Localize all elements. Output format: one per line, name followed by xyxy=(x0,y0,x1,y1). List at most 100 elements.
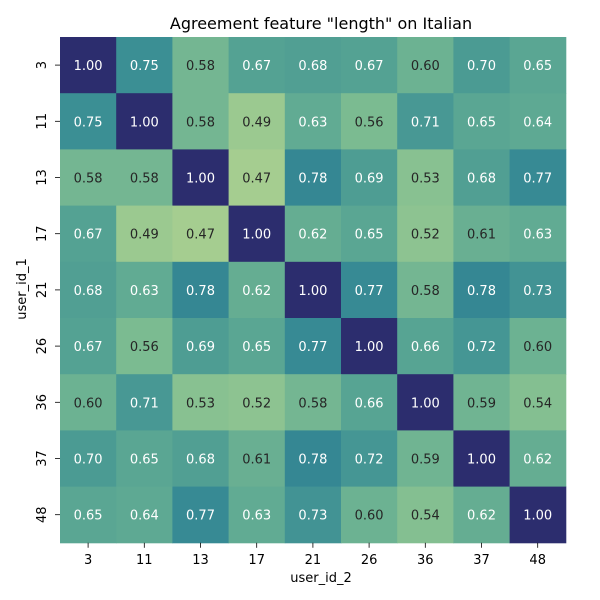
heatmap-cell xyxy=(116,37,173,94)
heatmap-cell xyxy=(284,149,342,207)
heatmap-cell xyxy=(116,261,173,319)
cell-value-label: 0.68 xyxy=(298,59,327,74)
heatmap-cell xyxy=(453,430,511,488)
cell-value-label: 0.53 xyxy=(186,396,215,411)
cell-value-label: 0.52 xyxy=(411,228,440,243)
y-tick-label: 37 xyxy=(35,450,50,467)
heatmap-cell xyxy=(60,93,117,150)
cell-value-label: 0.62 xyxy=(242,284,271,299)
heatmap-cell xyxy=(228,205,286,263)
heatmap-cell xyxy=(172,261,230,319)
x-tick-label: 21 xyxy=(305,553,322,568)
heatmap-cell xyxy=(341,205,398,263)
heatmap-cell xyxy=(397,318,454,375)
heatmap-cell xyxy=(60,149,117,207)
cell-value-label: 0.63 xyxy=(298,115,327,130)
cell-value-label: 0.56 xyxy=(355,115,384,130)
heatmap-cell xyxy=(284,37,342,94)
cell-value-label: 0.70 xyxy=(74,453,103,468)
heatmap-cell xyxy=(397,37,454,94)
heatmap-cell xyxy=(509,93,567,150)
heatmap-cell xyxy=(60,261,117,319)
heatmap-cell xyxy=(172,205,230,263)
heatmap-cell xyxy=(341,93,398,150)
cell-value-label: 0.58 xyxy=(186,59,215,74)
heatmap-cell xyxy=(341,318,398,375)
cell-value-label: 0.63 xyxy=(130,284,159,299)
heatmap-cell xyxy=(116,93,173,150)
cell-value-label: 0.64 xyxy=(523,115,552,130)
heatmap-cell xyxy=(116,205,173,263)
cell-value-label: 0.67 xyxy=(74,340,103,355)
heatmap-cell xyxy=(228,374,286,431)
heatmap-cell xyxy=(341,430,398,488)
cell-value-label: 0.72 xyxy=(467,340,496,355)
cell-value-label: 0.67 xyxy=(74,228,103,243)
cell-value-label: 0.65 xyxy=(523,59,552,74)
heatmap-cell xyxy=(116,374,173,431)
cell-value-label: 0.65 xyxy=(242,340,271,355)
cell-value-label: 0.59 xyxy=(467,396,496,411)
heatmap-cell xyxy=(509,486,567,544)
heatmap-cell xyxy=(60,374,117,431)
cell-value-label: 0.65 xyxy=(467,115,496,130)
cell-value-label: 0.73 xyxy=(298,509,327,524)
cell-value-label: 0.77 xyxy=(298,340,327,355)
y-tick-label: 13 xyxy=(35,169,50,186)
cell-value-label: 0.66 xyxy=(355,396,384,411)
heatmap-cell xyxy=(172,374,230,431)
heatmap-cell xyxy=(116,318,173,375)
heatmap-cell xyxy=(60,37,117,94)
heatmap-cell xyxy=(453,149,511,207)
heatmap-cell xyxy=(397,486,454,544)
heatmap-cell xyxy=(172,37,230,94)
x-tick-label: 48 xyxy=(529,553,546,568)
x-tick-label: 3 xyxy=(84,553,92,568)
heatmap-cell xyxy=(509,318,567,375)
cell-value-label: 0.63 xyxy=(242,509,271,524)
cell-value-label: 0.77 xyxy=(186,509,215,524)
cell-value-label: 0.78 xyxy=(298,172,327,187)
cell-value-label: 0.65 xyxy=(74,509,103,524)
cell-value-label: 0.69 xyxy=(186,340,215,355)
cell-value-label: 0.71 xyxy=(130,396,159,411)
heatmap-cell xyxy=(341,374,398,431)
cell-value-label: 0.61 xyxy=(242,453,271,468)
cell-value-label: 0.77 xyxy=(523,172,552,187)
heatmap-cell xyxy=(228,486,286,544)
heatmap-cell xyxy=(172,430,230,488)
cell-value-label: 0.78 xyxy=(298,453,327,468)
y-tick-label: 3 xyxy=(35,61,50,69)
heatmap-cell xyxy=(397,205,454,263)
heatmap-cell xyxy=(116,149,173,207)
cell-value-label: 0.58 xyxy=(186,115,215,130)
cell-value-label: 0.72 xyxy=(355,453,384,468)
heatmap-cell xyxy=(284,374,342,431)
x-tick-label: 26 xyxy=(361,553,378,568)
cell-value-label: 0.49 xyxy=(130,228,159,243)
heatmap-cell xyxy=(172,318,230,375)
cell-value-label: 0.53 xyxy=(411,172,440,187)
cell-value-label: 0.64 xyxy=(130,509,159,524)
cell-value-label: 0.63 xyxy=(523,228,552,243)
heatmap-cell xyxy=(228,93,286,150)
heatmap-cell xyxy=(284,261,342,319)
cell-value-label: 1.00 xyxy=(186,172,215,187)
heatmap-cell xyxy=(397,430,454,488)
cell-value-label: 0.67 xyxy=(242,59,271,74)
heatmap-cell xyxy=(228,318,286,375)
cell-value-label: 0.60 xyxy=(411,59,440,74)
y-tick-labels: 3 11 13 17 21 26 36 37 48 xyxy=(35,61,60,523)
y-tick-label: 48 xyxy=(35,506,50,523)
y-tick-label: 36 xyxy=(35,394,50,411)
heatmap-cell xyxy=(509,261,567,319)
heatmap-cell xyxy=(228,149,286,207)
cell-value-label: 0.78 xyxy=(186,284,215,299)
x-tick-label: 36 xyxy=(417,553,434,568)
heatmap-cell xyxy=(116,486,173,544)
heatmap-cell xyxy=(228,430,286,488)
cell-value-label: 1.00 xyxy=(411,396,440,411)
heatmap-cell xyxy=(397,374,454,431)
cell-value-label: 0.58 xyxy=(411,284,440,299)
cell-value-label: 1.00 xyxy=(467,453,496,468)
